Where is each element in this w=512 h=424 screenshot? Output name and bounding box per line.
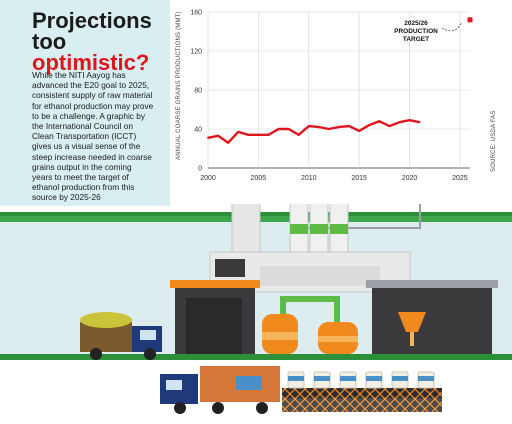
bottle-label — [366, 376, 382, 381]
conveyor-leg-left — [280, 296, 286, 330]
headline: Projections too optimistic? — [32, 8, 167, 75]
data-point — [247, 133, 250, 136]
bottle-label — [314, 376, 330, 381]
data-point — [368, 124, 371, 126]
tank-left-band — [262, 332, 298, 340]
ethanol-plant-illustration — [0, 204, 512, 424]
target-leader-curve — [441, 21, 463, 32]
data-point — [267, 133, 270, 136]
data-point — [217, 134, 219, 137]
y-tick-label: 160 — [190, 10, 202, 17]
intro-paragraph: While the NITI Aayog has advanced the E2… — [32, 70, 154, 203]
bottle-label — [392, 376, 408, 381]
data-point — [398, 121, 401, 124]
conveyor-support — [282, 398, 442, 412]
target-label-production: PRODUCTION — [394, 28, 438, 35]
y-tick-label: 40 — [194, 127, 202, 134]
target-label-year: 2025/26 — [404, 20, 428, 27]
tanker-panel — [236, 376, 262, 390]
data-point — [227, 141, 230, 144]
data-point — [317, 126, 320, 128]
data-point — [348, 125, 350, 127]
ground-base-band — [0, 354, 512, 360]
x-tick-label: 2020 — [402, 175, 418, 182]
x-tick-label: 2005 — [251, 175, 267, 182]
y-tick-labels: 0 40 80 120 160 — [190, 10, 202, 173]
data-point — [378, 120, 381, 123]
bottle-label — [340, 376, 356, 381]
silo-band-3 — [330, 224, 348, 234]
source-note: SOURCE: USDA FAS — [491, 110, 497, 172]
plant-window — [215, 259, 245, 277]
target-label-target: TARGET — [403, 36, 429, 43]
bottle-label — [418, 376, 434, 381]
x-tick-label: 2025 — [452, 175, 468, 182]
data-point — [287, 128, 290, 130]
tanker-wheel-3 — [256, 402, 268, 414]
panel-notch — [150, 140, 168, 180]
y-tick-label: 120 — [190, 49, 202, 56]
production-target-marker — [467, 17, 473, 23]
production-points — [207, 119, 421, 144]
shed-roof — [170, 280, 260, 288]
processing-roof — [366, 280, 498, 288]
headline-top: Projections too — [32, 8, 152, 54]
x-tick-label: 2000 — [200, 175, 216, 182]
hopper — [398, 312, 426, 332]
data-point — [358, 130, 361, 132]
headline-highlight: optimistic? — [32, 50, 150, 75]
grain-load — [80, 312, 132, 328]
grain-truck-window — [140, 330, 156, 340]
silo-band-2 — [310, 224, 328, 234]
text-panel — [0, 0, 170, 206]
data-point — [257, 133, 260, 136]
shed-door — [186, 298, 242, 354]
production-series-line — [207, 118, 420, 144]
processing-building — [372, 284, 492, 354]
data-point — [388, 125, 391, 127]
conveyor-beam — [280, 296, 340, 302]
grain-truck-wheel-2 — [144, 348, 156, 360]
x-tick-label: 2015 — [351, 175, 367, 182]
tanker-wheel-2 — [212, 402, 224, 414]
data-point — [307, 125, 310, 127]
data-point — [207, 136, 209, 139]
x-tick-labels: 2000 2005 2010 2015 2020 2025 — [200, 175, 468, 182]
data-point — [408, 119, 411, 122]
tanker-window — [166, 380, 182, 390]
silo-band-1 — [290, 224, 308, 234]
tank-right-band — [318, 336, 358, 342]
x-tick-label: 2010 — [301, 175, 317, 182]
data-point — [338, 126, 340, 128]
coarse-grains-chart: ANNUAL COARSE GRAINS PRODUCTIONS (MMT) 0… — [176, 10, 497, 183]
data-point — [237, 131, 240, 133]
data-point — [277, 128, 280, 130]
data-point — [297, 133, 300, 136]
chimney-left — [231, 204, 261, 257]
conveyor-leg-right — [334, 296, 340, 330]
data-point — [418, 121, 421, 124]
y-axis-label: ANNUAL COARSE GRAINS PRODUCTIONS (MMT) — [176, 11, 182, 160]
data-point — [328, 128, 330, 130]
y-tick-label: 0 — [198, 166, 202, 173]
hopper-spout — [410, 332, 414, 346]
tanker-wheel-1 — [174, 402, 186, 414]
chart-grid — [207, 11, 470, 169]
grain-truck-wheel-1 — [90, 348, 102, 360]
y-tick-label: 80 — [194, 88, 202, 95]
plant-annex — [260, 266, 380, 286]
bottle-label — [288, 376, 304, 381]
bottles — [287, 371, 435, 389]
bottling-conveyor — [282, 388, 442, 398]
